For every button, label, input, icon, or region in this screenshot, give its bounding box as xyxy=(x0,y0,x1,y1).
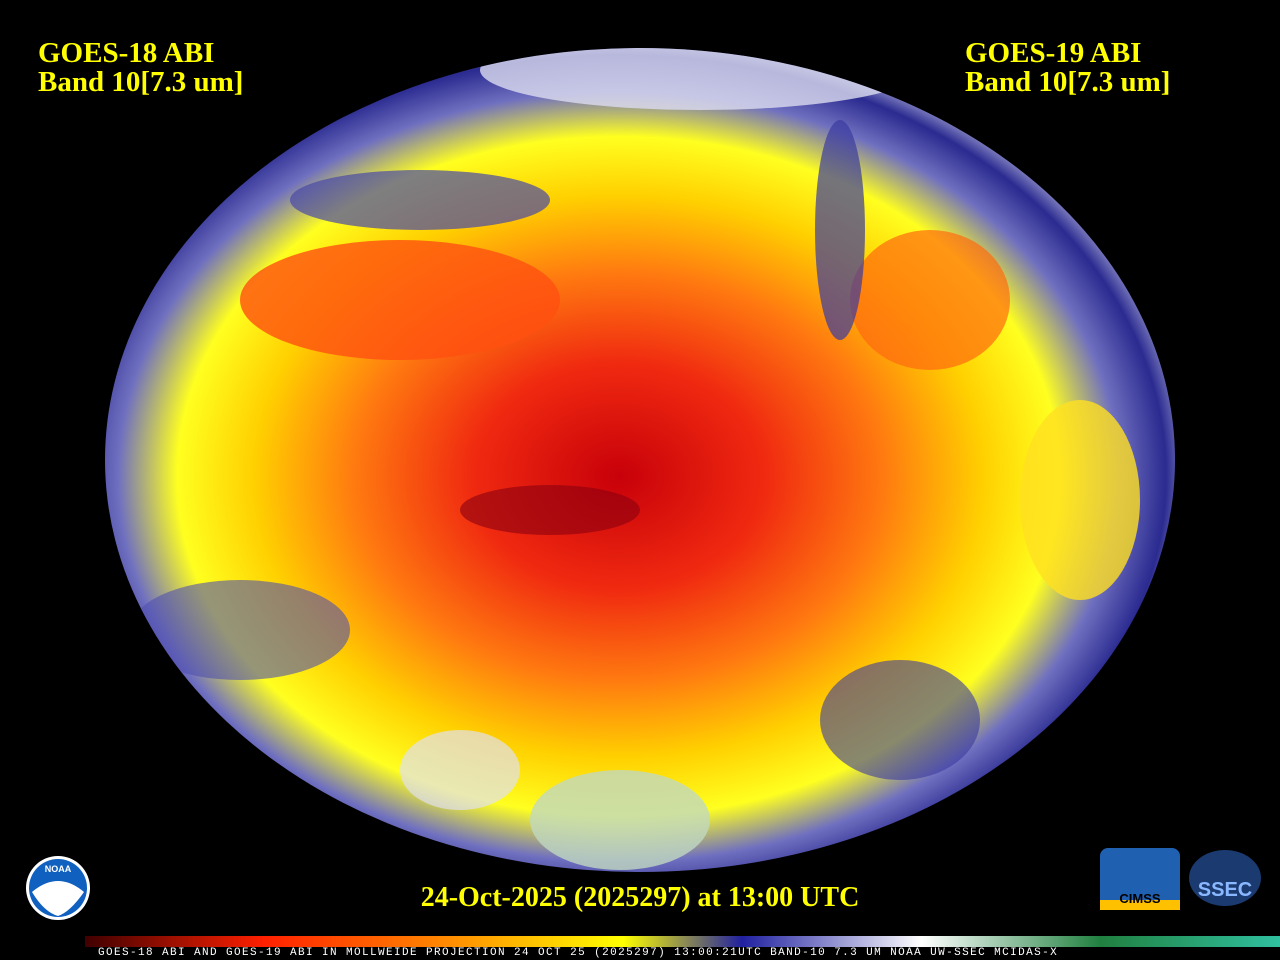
right-header: Band 10[7.3 um] xyxy=(965,66,1170,98)
logo-label: CIMSS xyxy=(1119,891,1161,906)
ssec-logo: SSEC xyxy=(1189,850,1261,906)
left-header: GOES-18 ABI xyxy=(38,37,214,69)
timestamp: 24-Oct-2025 (2025297) at 13:00 UTC xyxy=(421,882,860,913)
left-header: Band 10[7.3 um] xyxy=(38,66,243,98)
logo-label: NOAA xyxy=(45,864,72,874)
color-bar xyxy=(85,936,1280,947)
right-header: GOES-19 ABI xyxy=(965,37,1141,69)
logo-label: SSEC xyxy=(1198,879,1252,901)
globe-image xyxy=(105,48,1175,872)
noaa-logo: NOAA xyxy=(26,856,90,920)
footer-caption: GOES-18 ABI AND GOES-19 ABI IN MOLLWEIDE… xyxy=(98,947,1058,959)
cimss-logo: CIMSS xyxy=(1100,848,1180,910)
